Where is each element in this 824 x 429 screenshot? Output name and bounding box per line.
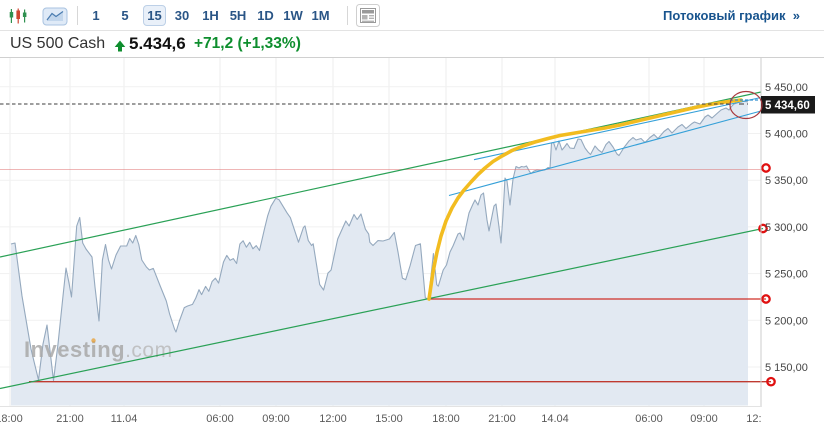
svg-text:5 150,00: 5 150,00 — [765, 362, 808, 374]
svg-text:15:00: 15:00 — [375, 413, 403, 425]
svg-text:12:00: 12:00 — [746, 413, 774, 425]
svg-text:21:00: 21:00 — [488, 413, 516, 425]
svg-text:21:00: 21:00 — [56, 413, 84, 425]
svg-text:06:00: 06:00 — [206, 413, 234, 425]
svg-text:5 300,00: 5 300,00 — [765, 222, 808, 234]
svg-text:5 450,00: 5 450,00 — [765, 82, 808, 94]
svg-text:09:00: 09:00 — [690, 413, 718, 425]
svg-text:5 400,00: 5 400,00 — [765, 129, 808, 141]
svg-text:Investing.com: Investing.com — [24, 337, 173, 362]
svg-text:06:00: 06:00 — [635, 413, 663, 425]
svg-text:14.04: 14.04 — [541, 413, 569, 425]
svg-text:5 350,00: 5 350,00 — [765, 175, 808, 187]
svg-text:5 200,00: 5 200,00 — [765, 315, 808, 327]
svg-text:18:00: 18:00 — [432, 413, 460, 425]
svg-text:18:00: 18:00 — [0, 413, 23, 425]
svg-text:5 250,00: 5 250,00 — [765, 269, 808, 281]
svg-text:09:00: 09:00 — [262, 413, 290, 425]
svg-text:11.04: 11.04 — [111, 413, 138, 425]
svg-text:5 434,60: 5 434,60 — [765, 100, 810, 112]
svg-text:12:00: 12:00 — [319, 413, 347, 425]
